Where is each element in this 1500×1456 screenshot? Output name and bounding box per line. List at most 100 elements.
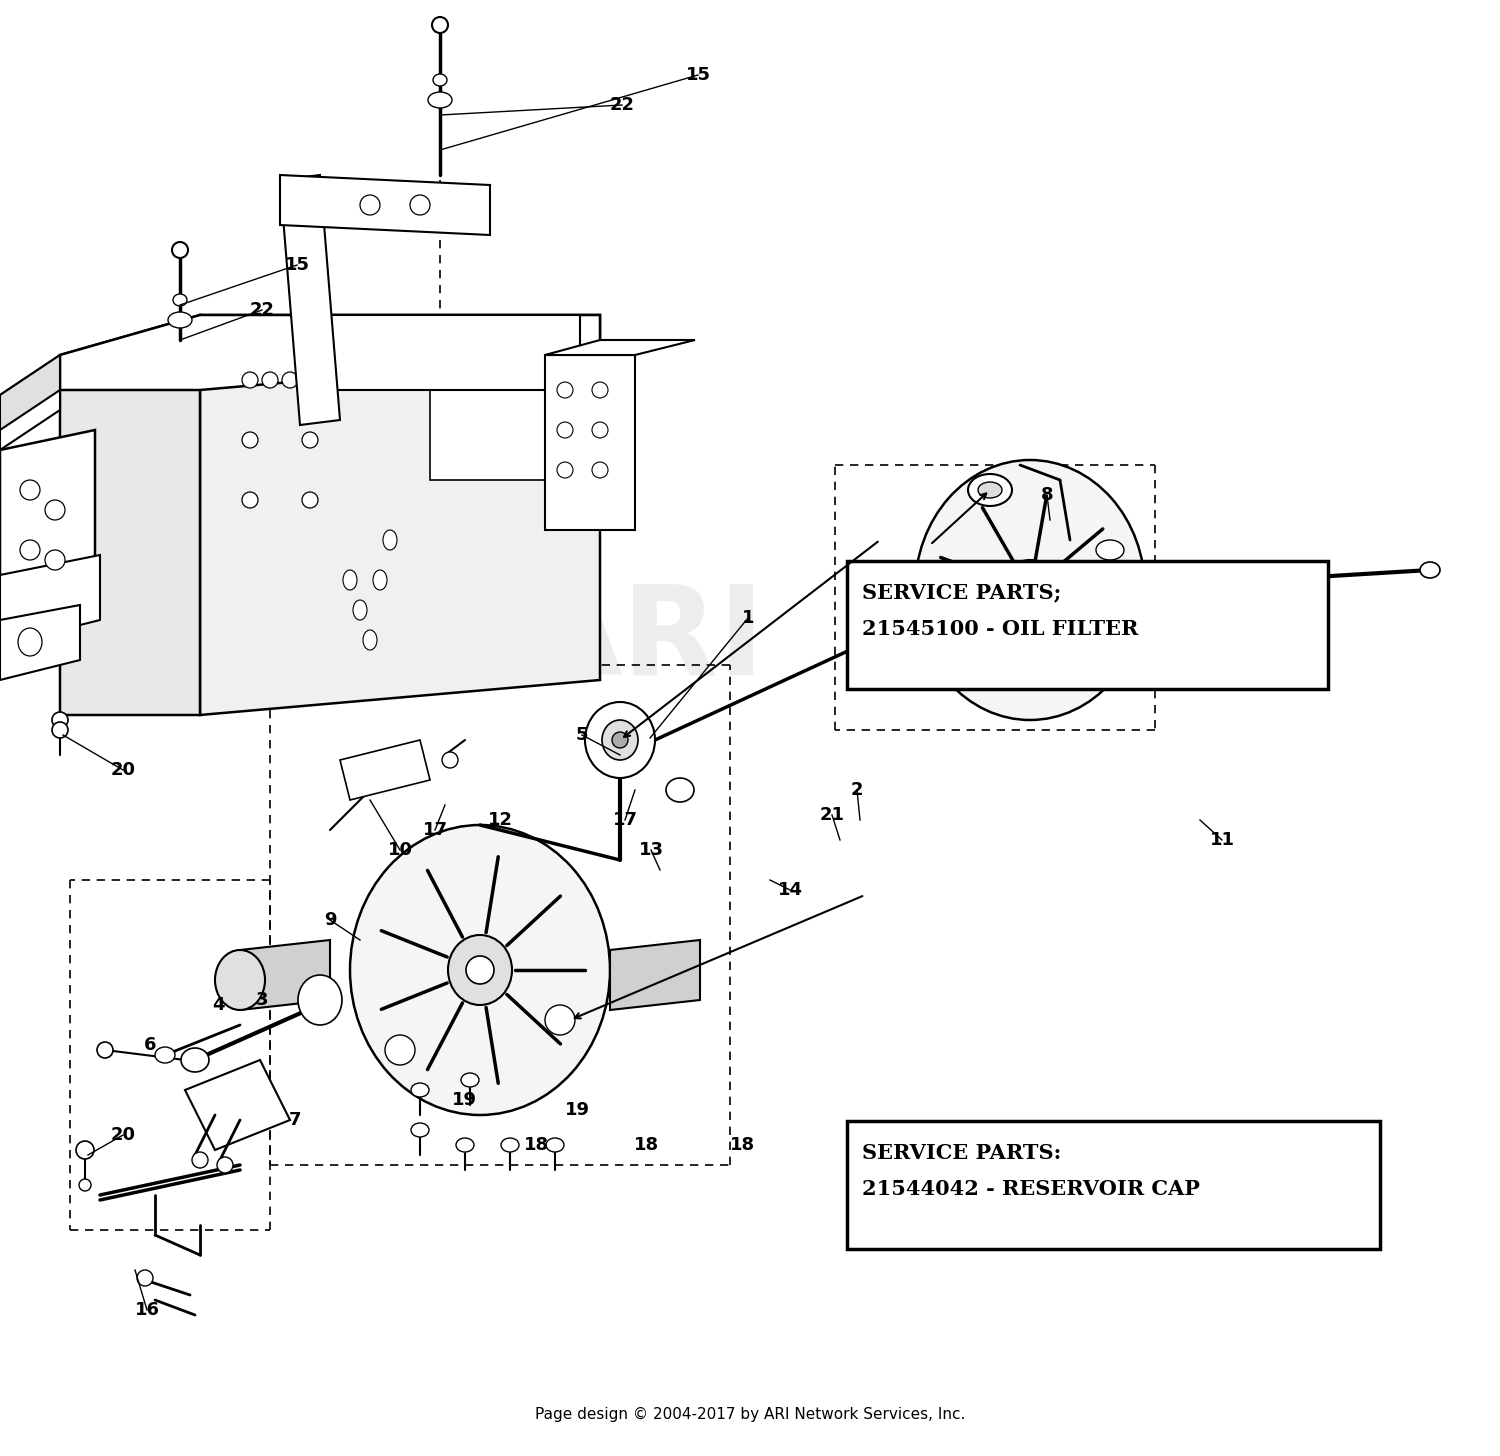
Text: 8: 8 xyxy=(1041,486,1053,504)
Ellipse shape xyxy=(98,1042,112,1059)
Ellipse shape xyxy=(20,540,40,561)
Ellipse shape xyxy=(53,722,68,738)
Text: 2: 2 xyxy=(850,780,864,799)
Ellipse shape xyxy=(1092,582,1108,598)
Ellipse shape xyxy=(556,422,573,438)
Ellipse shape xyxy=(1096,540,1124,561)
Text: 13: 13 xyxy=(639,842,663,859)
Text: 9: 9 xyxy=(324,911,336,929)
Ellipse shape xyxy=(915,460,1144,721)
Ellipse shape xyxy=(154,1047,176,1063)
Ellipse shape xyxy=(585,702,656,778)
Ellipse shape xyxy=(214,949,266,1010)
Text: 22: 22 xyxy=(609,96,634,114)
Ellipse shape xyxy=(76,1142,94,1159)
Ellipse shape xyxy=(978,482,1002,498)
Ellipse shape xyxy=(302,432,318,448)
Ellipse shape xyxy=(556,462,573,478)
Polygon shape xyxy=(0,430,94,600)
Text: ARI: ARI xyxy=(525,579,765,702)
Ellipse shape xyxy=(242,492,258,508)
Ellipse shape xyxy=(318,993,338,1013)
Text: 16: 16 xyxy=(135,1302,159,1319)
Ellipse shape xyxy=(1000,561,1060,620)
Polygon shape xyxy=(430,349,590,480)
Ellipse shape xyxy=(20,480,40,499)
Ellipse shape xyxy=(602,721,638,760)
Text: 15: 15 xyxy=(686,66,711,84)
Ellipse shape xyxy=(456,1139,474,1152)
Text: 5: 5 xyxy=(576,727,588,744)
Ellipse shape xyxy=(1420,562,1440,578)
Ellipse shape xyxy=(592,422,608,438)
Ellipse shape xyxy=(374,569,387,590)
Ellipse shape xyxy=(592,381,608,397)
Text: 19: 19 xyxy=(564,1101,590,1120)
Ellipse shape xyxy=(182,1048,209,1072)
Ellipse shape xyxy=(666,778,694,802)
Text: 3: 3 xyxy=(255,992,268,1009)
Polygon shape xyxy=(340,740,430,799)
Bar xyxy=(847,561,1328,689)
Ellipse shape xyxy=(302,371,318,387)
Text: 18: 18 xyxy=(634,1136,660,1155)
Ellipse shape xyxy=(302,492,318,508)
Polygon shape xyxy=(60,314,200,715)
Text: 12: 12 xyxy=(488,811,513,828)
Text: 6: 6 xyxy=(144,1037,156,1054)
Bar xyxy=(847,1121,1380,1249)
Ellipse shape xyxy=(936,610,964,630)
Text: 17: 17 xyxy=(423,821,447,839)
Text: SERVICE PARTS;: SERVICE PARTS; xyxy=(862,582,1062,603)
Text: 19: 19 xyxy=(452,1091,477,1109)
Text: 18: 18 xyxy=(525,1136,549,1155)
Ellipse shape xyxy=(344,569,357,590)
Ellipse shape xyxy=(442,751,458,767)
Text: 10: 10 xyxy=(387,842,412,859)
Ellipse shape xyxy=(546,1139,564,1152)
Ellipse shape xyxy=(556,381,573,397)
Text: 20: 20 xyxy=(111,1125,135,1144)
Text: Page design © 2004-2017 by ARI Network Services, Inc.: Page design © 2004-2017 by ARI Network S… xyxy=(536,1406,964,1421)
Ellipse shape xyxy=(501,1139,519,1152)
Text: 15: 15 xyxy=(285,256,309,274)
Polygon shape xyxy=(0,606,80,680)
Ellipse shape xyxy=(968,475,1012,507)
Ellipse shape xyxy=(544,1005,574,1035)
Ellipse shape xyxy=(242,432,258,448)
Ellipse shape xyxy=(45,499,64,520)
Ellipse shape xyxy=(136,1270,153,1286)
Polygon shape xyxy=(280,175,340,425)
Ellipse shape xyxy=(386,1035,416,1064)
Ellipse shape xyxy=(592,462,608,478)
Ellipse shape xyxy=(350,826,610,1115)
Ellipse shape xyxy=(411,1123,429,1137)
Ellipse shape xyxy=(432,17,448,33)
Ellipse shape xyxy=(466,957,494,984)
Ellipse shape xyxy=(427,92,451,108)
Ellipse shape xyxy=(217,1158,232,1174)
Ellipse shape xyxy=(363,630,376,649)
Text: 21545100 - OIL FILTER: 21545100 - OIL FILTER xyxy=(862,619,1138,639)
Ellipse shape xyxy=(360,195,380,215)
Polygon shape xyxy=(0,355,60,430)
Ellipse shape xyxy=(192,1152,208,1168)
Polygon shape xyxy=(0,555,100,645)
Text: 14: 14 xyxy=(777,881,802,898)
Text: 1: 1 xyxy=(741,609,754,628)
Ellipse shape xyxy=(298,976,342,1025)
Ellipse shape xyxy=(53,712,68,728)
Ellipse shape xyxy=(172,294,188,306)
Text: SERVICE PARTS:: SERVICE PARTS: xyxy=(862,1143,1062,1163)
Polygon shape xyxy=(200,314,600,715)
Polygon shape xyxy=(300,314,580,390)
Ellipse shape xyxy=(45,550,64,569)
Ellipse shape xyxy=(282,371,298,387)
Ellipse shape xyxy=(433,74,447,86)
Ellipse shape xyxy=(411,1083,429,1096)
Polygon shape xyxy=(240,941,330,1010)
Text: 21: 21 xyxy=(819,807,844,824)
Text: 20: 20 xyxy=(111,761,135,779)
Text: 4: 4 xyxy=(211,996,225,1013)
Ellipse shape xyxy=(1019,578,1042,601)
